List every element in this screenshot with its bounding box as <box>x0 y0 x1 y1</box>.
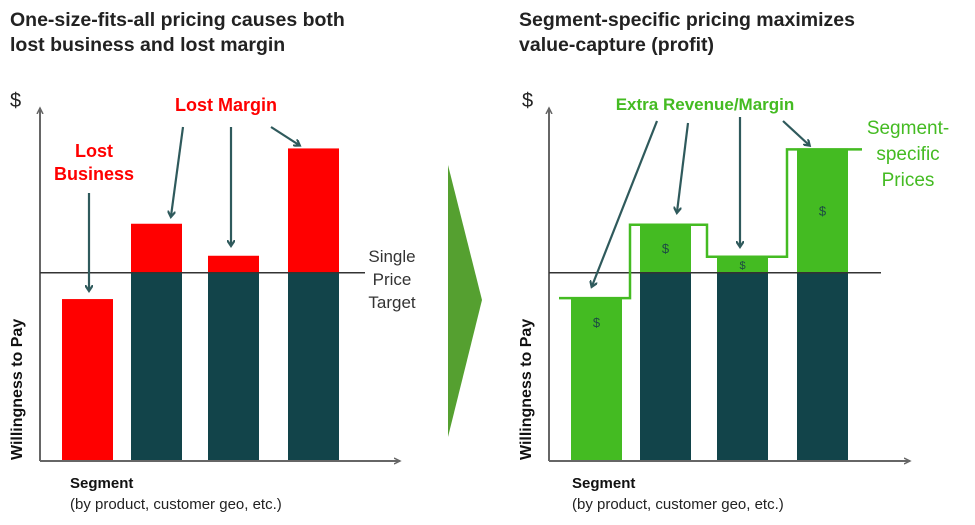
right-y-label: Willingness to Pay <box>518 319 535 460</box>
lost-margin-bar <box>288 148 339 273</box>
left-y-label: Willingness to Pay <box>9 319 26 460</box>
arrow-extra-1 <box>592 120 659 286</box>
left-dollar-label: $ <box>10 90 21 112</box>
base-revenue-bar <box>797 272 848 461</box>
right-title-line1: Segment-specific pricing maximizes <box>519 9 855 31</box>
arrow-lost-margin-4 <box>270 126 299 145</box>
right-arrows <box>592 117 809 286</box>
base-revenue-bar <box>640 272 691 461</box>
bar-dollar-label: $ <box>662 241 670 256</box>
bar-dollar-label: $ <box>593 315 601 330</box>
left-arrows <box>89 126 299 290</box>
base-revenue-bar <box>208 272 259 461</box>
single-price-label-3: Target <box>368 293 416 312</box>
left-title-line1: One-size-fits-all pricing causes both <box>10 9 345 31</box>
left-panel-title: One-size-fits-all pricing causes both lo… <box>10 8 345 58</box>
segment-prices-label-2: specific <box>876 144 939 165</box>
lost-margin-bar <box>131 223 182 273</box>
lost-business-bar <box>62 299 113 461</box>
extra-margin-bar <box>797 148 848 273</box>
left-x-sublabel: (by product, customer geo, etc.) <box>70 496 282 513</box>
left-bars <box>62 148 339 461</box>
base-revenue-bar <box>288 272 339 461</box>
transition-arrow-icon <box>448 165 482 437</box>
right-title-line2: value-capture (profit) <box>519 34 715 56</box>
right-x-label: Segment <box>572 475 635 492</box>
extra-margin-bar <box>717 255 768 273</box>
captured-value-bar <box>571 299 622 461</box>
bar-dollar-label: $ <box>739 260 745 272</box>
base-revenue-bar <box>131 272 182 461</box>
right-x-sublabel: (by product, customer geo, etc.) <box>572 496 784 513</box>
extra-margin-bar <box>640 223 691 273</box>
bar-dollar-label: $ <box>819 204 827 219</box>
right-bars: $ $ $ $ <box>571 148 848 461</box>
segment-price-step-line <box>559 148 862 300</box>
right-dollar-label: $ <box>522 90 533 112</box>
extra-revenue-label: Extra Revenue/Margin <box>616 95 795 114</box>
lost-business-label-1: Lost <box>75 141 113 161</box>
right-panel-title: Segment-specific pricing maximizes value… <box>519 8 855 58</box>
lost-margin-bar <box>208 255 259 273</box>
single-price-label-1: Single <box>368 247 415 266</box>
arrow-lost-margin-2 <box>171 126 185 216</box>
segment-prices-label-3: Prices <box>882 170 935 191</box>
base-revenue-bar <box>717 272 768 461</box>
arrow-extra-2 <box>677 122 690 212</box>
lost-margin-label: Lost Margin <box>175 95 277 115</box>
segment-prices-label-1: Segment- <box>867 118 949 139</box>
left-title-line2: lost business and lost margin <box>10 34 286 56</box>
lost-business-label-2: Business <box>54 164 134 184</box>
single-price-label-2: Price <box>373 270 412 289</box>
arrow-extra-4 <box>782 120 809 145</box>
left-x-label: Segment <box>70 475 133 492</box>
